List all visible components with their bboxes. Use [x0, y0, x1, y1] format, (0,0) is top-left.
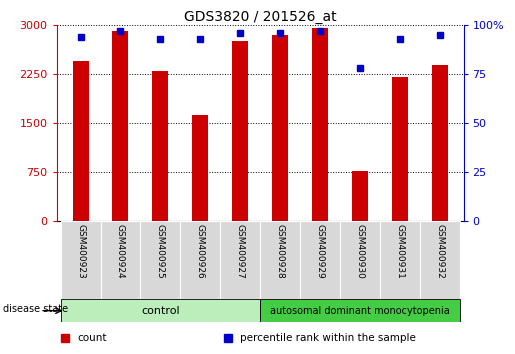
Bar [73, 61, 89, 221]
Text: GSM400925: GSM400925 [156, 224, 165, 278]
Text: GSM400932: GSM400932 [435, 224, 444, 278]
Bar [432, 65, 448, 221]
Bar [232, 41, 248, 221]
Bar [300, 221, 340, 299]
Text: disease state: disease state [3, 304, 68, 314]
Text: GSM400924: GSM400924 [116, 224, 125, 278]
Bar [141, 221, 180, 299]
Bar [180, 221, 220, 299]
Text: GSM400927: GSM400927 [236, 224, 245, 278]
Text: count: count [77, 333, 107, 343]
Bar [380, 221, 420, 299]
Bar [352, 171, 368, 221]
Text: GSM400929: GSM400929 [315, 224, 324, 278]
Bar [272, 35, 288, 221]
Bar [420, 221, 459, 299]
Bar [61, 221, 100, 299]
Title: GDS3820 / 201526_at: GDS3820 / 201526_at [184, 10, 336, 24]
Bar [260, 299, 459, 322]
Bar [100, 221, 141, 299]
Bar [152, 71, 168, 221]
Bar [192, 115, 208, 221]
Text: percentile rank within the sample: percentile rank within the sample [239, 333, 416, 343]
Text: autosomal dominant monocytopenia: autosomal dominant monocytopenia [270, 306, 450, 316]
Bar [392, 77, 408, 221]
Bar [340, 221, 380, 299]
Bar [112, 31, 128, 221]
Bar [61, 299, 260, 322]
Text: control: control [141, 306, 180, 316]
Bar [220, 221, 260, 299]
Text: GSM400926: GSM400926 [196, 224, 205, 278]
Text: GSM400928: GSM400928 [276, 224, 284, 278]
Text: GSM400930: GSM400930 [355, 224, 364, 279]
Text: GSM400931: GSM400931 [395, 224, 404, 279]
Bar [260, 221, 300, 299]
Bar [312, 28, 328, 221]
Text: GSM400923: GSM400923 [76, 224, 85, 278]
